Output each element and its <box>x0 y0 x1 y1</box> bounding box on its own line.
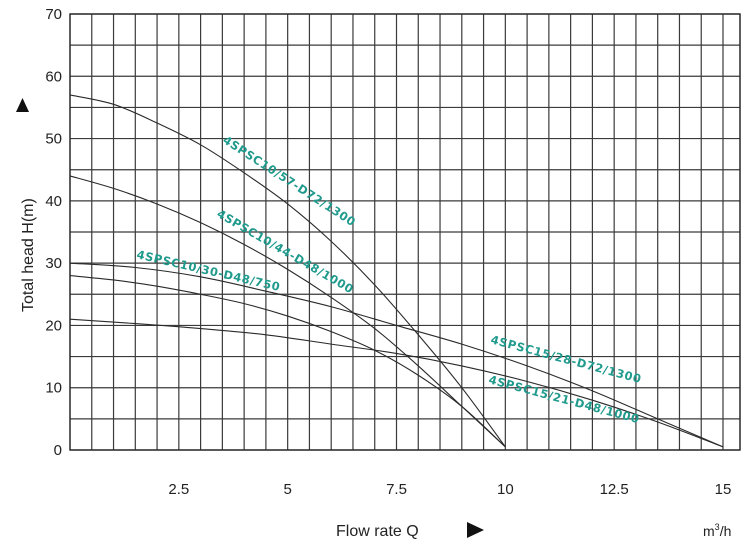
x-tick-label: 2.5 <box>168 481 189 498</box>
y-tick-label: 70 <box>45 6 62 23</box>
y-axis-arrow-icon <box>16 98 29 112</box>
y-tick-label: 20 <box>45 317 62 334</box>
x-tick-label: 7.5 <box>386 481 407 498</box>
x-tick-label: 5 <box>283 481 291 498</box>
grid <box>69 13 741 451</box>
pump-curves <box>69 94 724 448</box>
curve-4spsc10-44-d48-1000 <box>69 175 506 448</box>
curve-4spsc10-57-d72-1300 <box>69 94 506 448</box>
curve-4spsc10-30-d48-750 <box>69 275 506 448</box>
y-tick-label: 0 <box>54 442 62 459</box>
x-tick-label: 12.5 <box>600 481 629 498</box>
curve-4spsc15-28-d72-1300 <box>69 262 724 448</box>
axis-ticks: 0 10 20 30 40 50 60 70 2.5 5 7.5 10 12.5 15 <box>45 6 731 498</box>
x-tick-label: 10 <box>497 481 514 498</box>
curve-label: 4SPSC15/21-D48/1000 <box>487 372 641 426</box>
y-axis-title: Total head H(m) <box>20 198 37 312</box>
y-tick-label: 50 <box>45 131 62 148</box>
x-tick-label: 15 <box>715 481 732 498</box>
x-axis-unit: m3/h <box>703 522 731 539</box>
y-tick-label: 30 <box>45 255 62 272</box>
curve-label: 4SPSC10/57-D72/1300 <box>220 133 358 229</box>
plot-frame <box>69 13 741 451</box>
y-tick-label: 10 <box>45 380 62 397</box>
curve-4spsc15-21-d48-1000 <box>69 318 724 448</box>
x-axis-arrow-icon <box>467 522 484 538</box>
y-tick-label: 40 <box>45 193 62 210</box>
y-tick-label: 60 <box>45 68 62 85</box>
x-axis-title: Flow rate Q <box>336 523 419 540</box>
